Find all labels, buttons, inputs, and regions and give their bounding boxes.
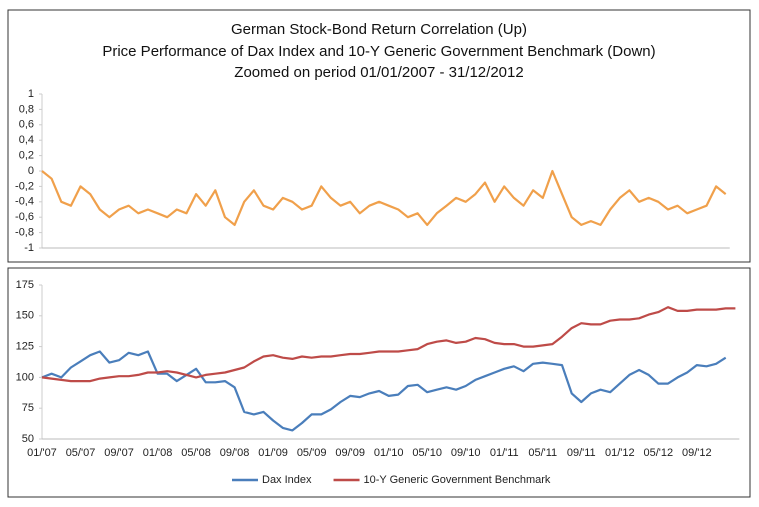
legend-label: Dax Index (262, 474, 312, 486)
x-tick-label: 01/'08 (143, 447, 173, 459)
x-tick-label: 09/'09 (335, 447, 365, 459)
y-tick-label: 0,4 (19, 134, 34, 146)
x-tick-label: 09/'12 (682, 447, 712, 459)
y-tick-label: 0,8 (19, 103, 34, 115)
chart-subtitle: Price Performance of Dax Index and 10-Y … (102, 43, 655, 60)
y-tick-label: -1 (24, 242, 34, 254)
y-tick-label: 100 (16, 371, 34, 383)
x-tick-label: 01/'07 (27, 447, 57, 459)
y-tick-label: 75 (22, 402, 34, 414)
y-tick-label: 0,2 (19, 150, 34, 162)
y-tick-label: -0,6 (15, 211, 34, 223)
x-tick-label: 05/'11 (528, 447, 557, 459)
x-tick-label: 05/'07 (66, 447, 96, 459)
y-tick-label: 150 (16, 310, 34, 322)
y-tick-label: -0,2 (15, 180, 34, 192)
chart-title: German Stock-Bond Return Correlation (Up… (231, 21, 527, 38)
line-series (41, 169, 727, 226)
y-tick-label: 0 (28, 165, 34, 177)
x-tick-label: 09/'10 (451, 447, 481, 459)
x-tick-label: 05/'10 (412, 447, 442, 459)
y-tick-label: 50 (22, 433, 34, 445)
x-tick-label: 01/'10 (374, 447, 404, 459)
line-series (41, 350, 727, 432)
x-tick-label: 01/'09 (258, 447, 288, 459)
y-tick-label: 0,6 (19, 119, 34, 131)
line-series (41, 306, 736, 383)
chart-subtitle: Zoomed on period 01/01/2007 - 31/12/2012 (234, 64, 523, 81)
x-tick-label: 05/'08 (181, 447, 211, 459)
x-tick-label: 09/'07 (104, 447, 134, 459)
y-tick-label: -0,4 (15, 196, 34, 208)
bottom-panel (7, 267, 751, 498)
x-tick-label: 01/'11 (490, 447, 519, 459)
top-panel (7, 9, 751, 263)
x-tick-label: 05/'12 (643, 447, 673, 459)
legend-label: 10-Y Generic Government Benchmark (364, 474, 551, 486)
y-tick-label: -0,8 (15, 227, 34, 239)
x-tick-label: 05/'09 (297, 447, 327, 459)
x-tick-label: 01/'12 (605, 447, 635, 459)
x-tick-label: 09/'11 (567, 447, 596, 459)
y-tick-label: 175 (16, 279, 34, 291)
y-tick-label: 1 (28, 88, 34, 100)
y-tick-label: 125 (16, 341, 34, 353)
x-tick-label: 09/'08 (220, 447, 250, 459)
